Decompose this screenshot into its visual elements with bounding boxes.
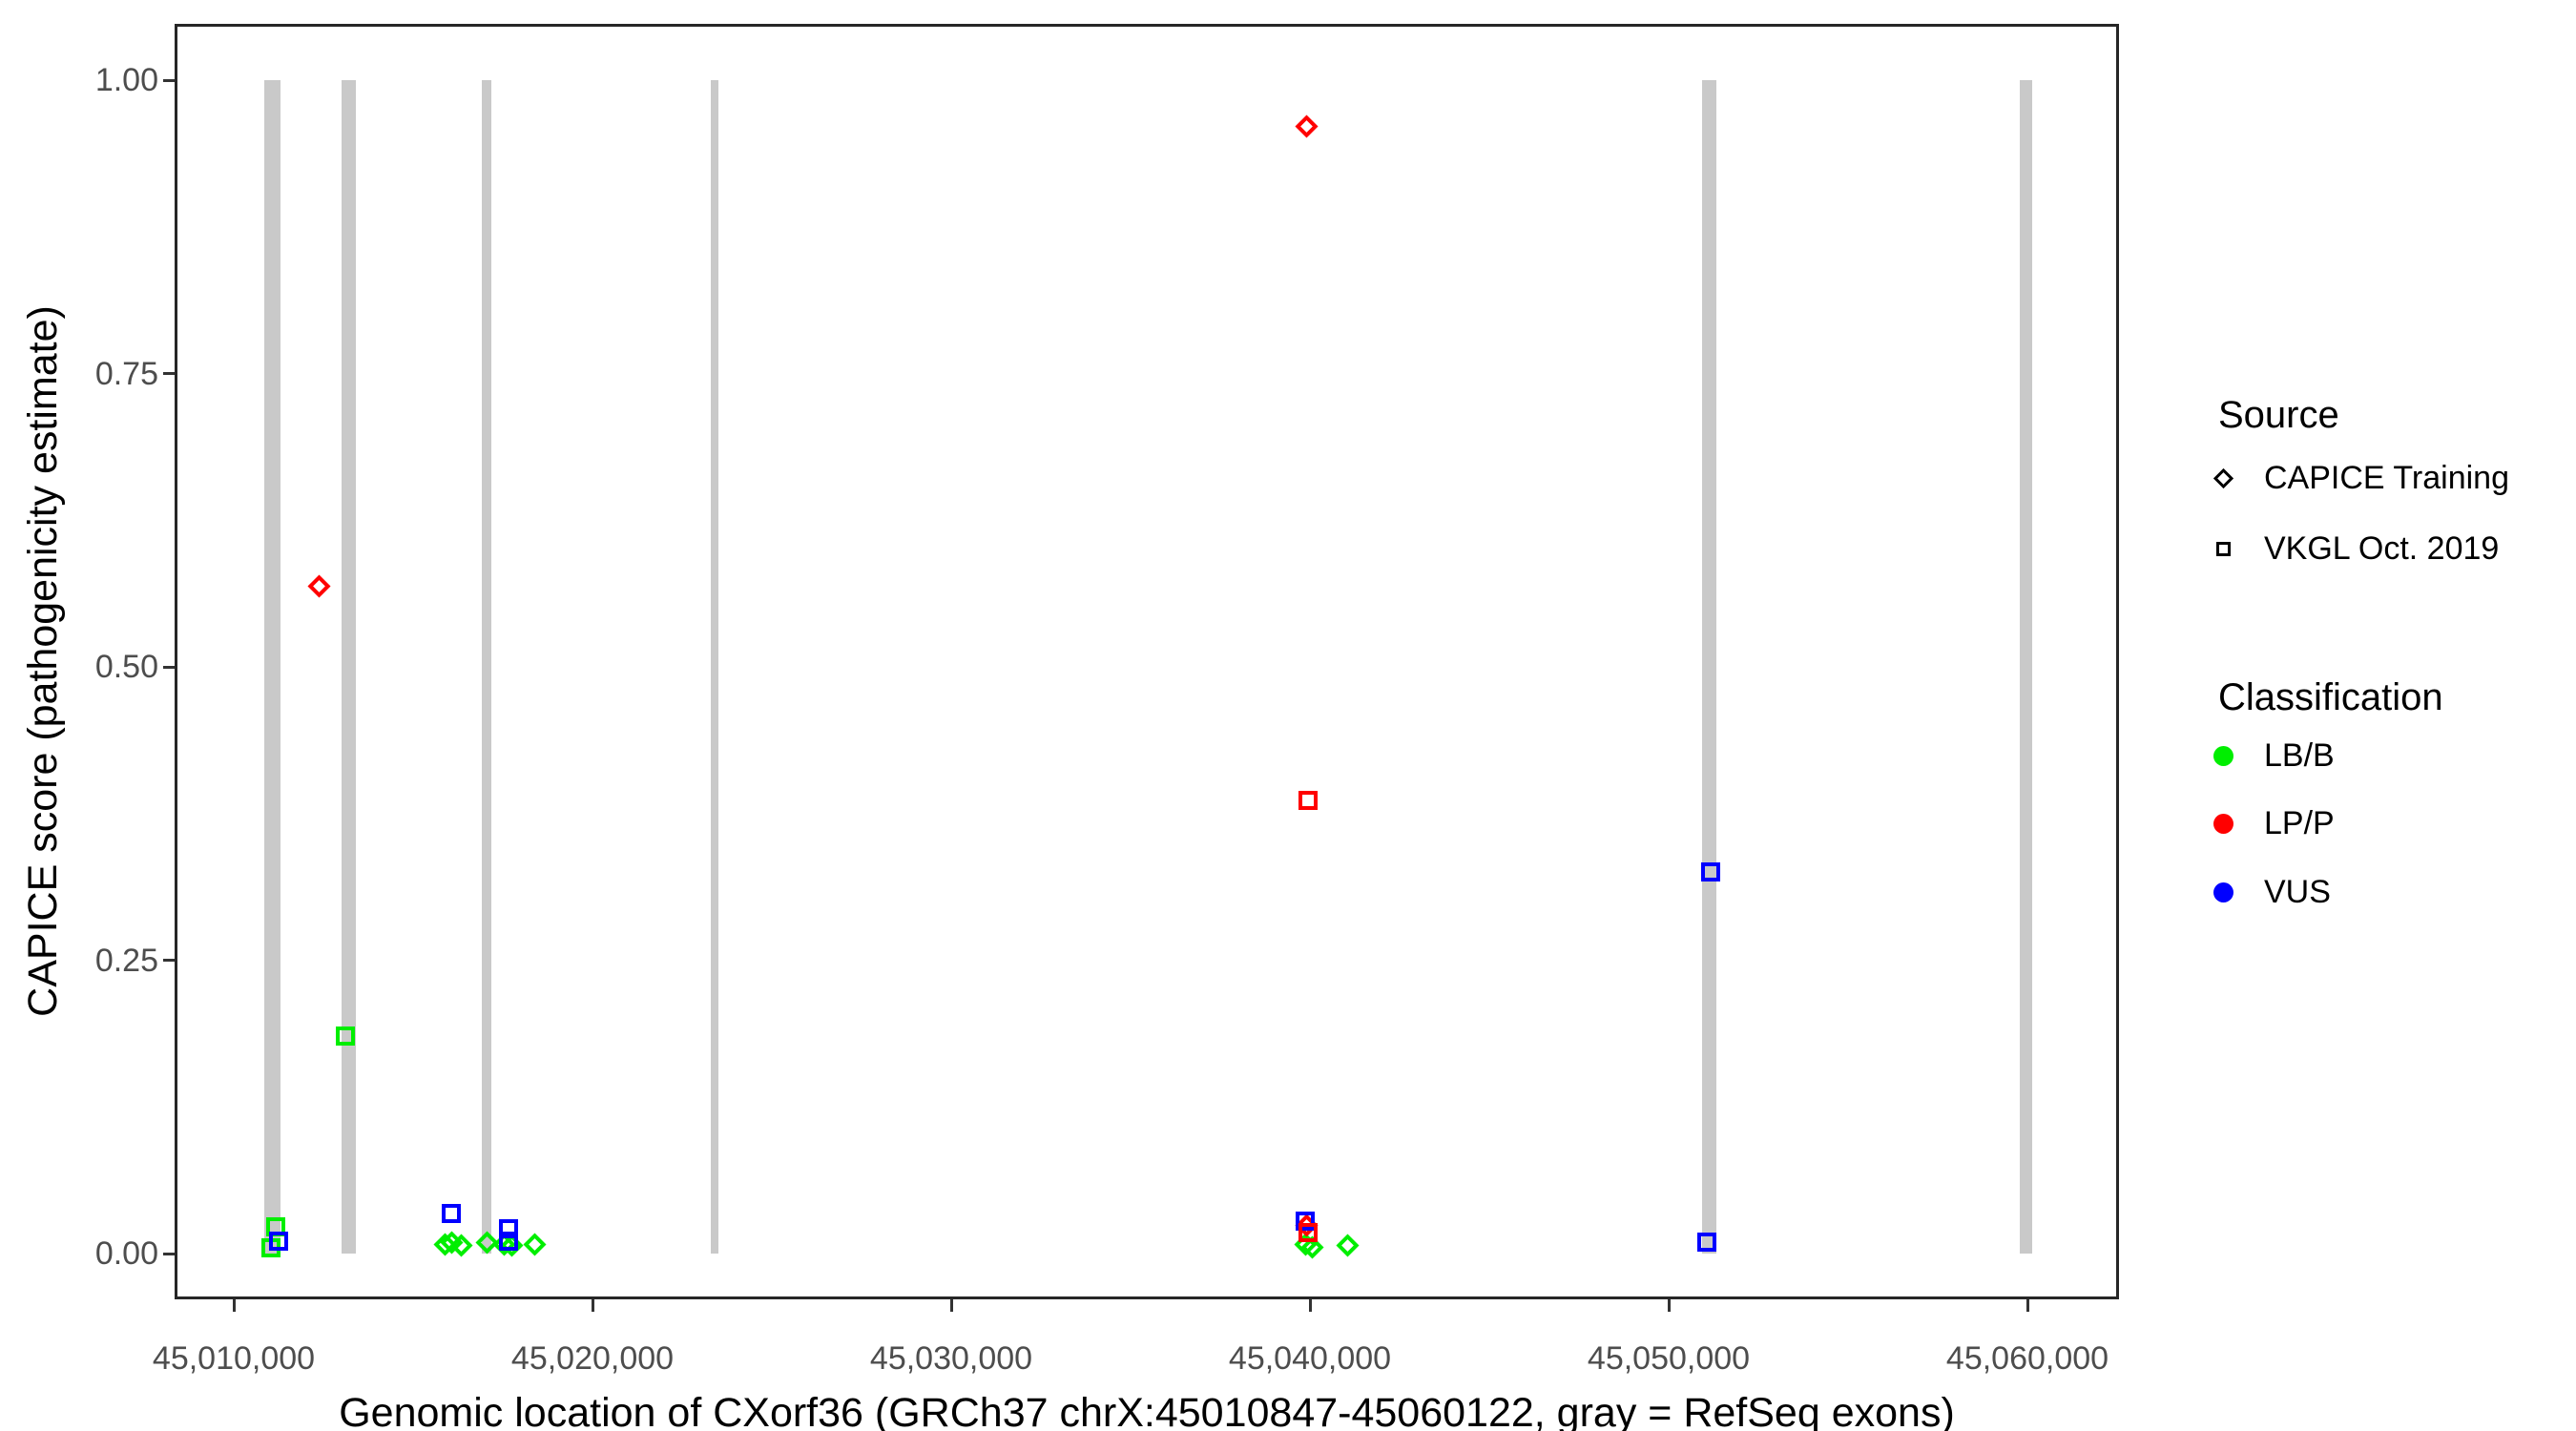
x-tick-mark: [1308, 1299, 1312, 1312]
y-tick-label: 0.25: [94, 942, 158, 979]
y-tick-label: 1.00: [94, 62, 158, 99]
data-point: [268, 1231, 288, 1251]
refseq-exon-bar: [711, 80, 718, 1255]
y-tick-label: 0.00: [94, 1235, 158, 1273]
x-tick-label: 45,040,000: [1228, 1340, 1392, 1377]
x-tick-mark: [2025, 1299, 2029, 1312]
data-point: [441, 1204, 461, 1224]
capice-training-diamond-icon: [2212, 467, 2234, 489]
x-tick-label: 45,060,000: [1945, 1340, 2109, 1377]
x-tick-label: 45,030,000: [869, 1340, 1033, 1377]
refseq-exon-bar: [482, 80, 492, 1255]
y-tick-mark: [163, 959, 175, 963]
y-tick-label: 0.50: [94, 649, 158, 686]
legend-source-title: Source: [2218, 394, 2339, 436]
refseq-exon-bar: [263, 80, 280, 1255]
data-point: [335, 1027, 355, 1047]
x-tick-label: 45,020,000: [510, 1340, 675, 1377]
x-tick-label: 45,010,000: [152, 1340, 316, 1377]
data-point: [1296, 1211, 1316, 1231]
data-point: [1298, 1222, 1319, 1242]
data-point: [1298, 791, 1319, 811]
refseq-exon-bar: [1701, 80, 1716, 1255]
y-tick-mark: [163, 372, 175, 376]
refseq-exon-bar: [2020, 80, 2032, 1255]
lpp-red-dot-icon: [2213, 814, 2233, 834]
legend-item-vus: VUS: [2264, 874, 2331, 910]
vkgl-square-icon: [2216, 542, 2231, 556]
y-tick-mark: [163, 78, 175, 82]
x-tick-mark: [949, 1299, 953, 1312]
legend-item-lpp: LP/P: [2264, 805, 2335, 841]
legend-classification-title: Classification: [2218, 676, 2443, 718]
x-axis-title: Genomic location of CXorf36 (GRCh37 chrX…: [339, 1390, 1955, 1431]
vus-blue-dot-icon: [2213, 882, 2233, 902]
y-tick-mark: [163, 1252, 175, 1255]
data-point: [1701, 862, 1721, 882]
legend-item-vkgl: VKGL Oct. 2019: [2264, 530, 2500, 567]
y-tick-label: 0.75: [94, 355, 158, 392]
data-point: [499, 1231, 519, 1251]
x-tick-mark: [591, 1299, 594, 1312]
x-tick-mark: [232, 1299, 236, 1312]
x-tick-label: 45,050,000: [1587, 1340, 1751, 1377]
plot-panel: [175, 24, 2119, 1299]
refseq-exon-bar: [342, 80, 356, 1255]
data-point: [1696, 1232, 1716, 1252]
lbb-green-dot-icon: [2213, 746, 2233, 766]
legend-item-lbb: LB/B: [2264, 737, 2335, 774]
x-tick-mark: [1667, 1299, 1671, 1312]
y-tick-mark: [163, 665, 175, 669]
y-axis-title: CAPICE score (pathogenicity estimate): [20, 305, 66, 1017]
data-point: [499, 1219, 519, 1239]
legend-item-capice-training: CAPICE Training: [2264, 460, 2509, 496]
